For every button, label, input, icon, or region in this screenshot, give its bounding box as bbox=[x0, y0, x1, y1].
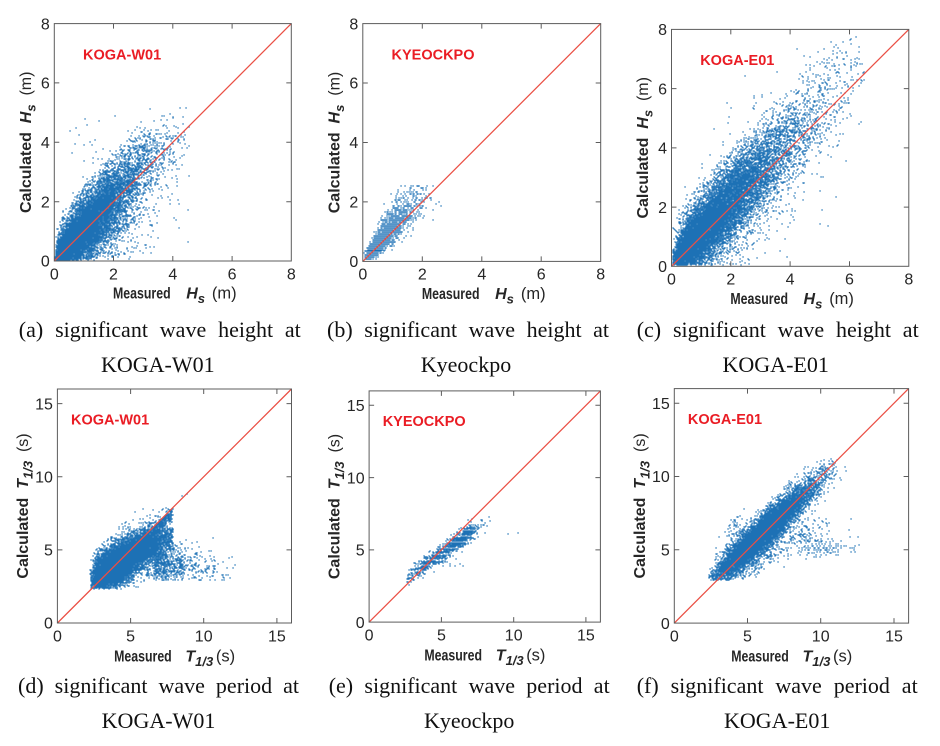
svg-text:0: 0 bbox=[661, 616, 670, 633]
svg-text:10: 10 bbox=[505, 627, 523, 644]
svg-text:0: 0 bbox=[349, 254, 358, 271]
svg-text:10: 10 bbox=[195, 628, 213, 645]
svg-text:0: 0 bbox=[356, 615, 365, 632]
svg-text:Measured: Measured bbox=[424, 647, 482, 665]
svg-text:KOGA-E01: KOGA-E01 bbox=[688, 412, 762, 428]
svg-text:6: 6 bbox=[658, 81, 667, 98]
svg-text:T1/3: T1/3 bbox=[496, 648, 525, 669]
svg-text:4: 4 bbox=[786, 272, 795, 289]
svg-text:8: 8 bbox=[596, 267, 605, 284]
svg-text:Measured: Measured bbox=[113, 285, 171, 303]
svg-text:(m): (m) bbox=[212, 285, 237, 303]
svg-text:Measured: Measured bbox=[731, 648, 789, 666]
svg-text:10: 10 bbox=[812, 628, 830, 645]
svg-text:6: 6 bbox=[845, 272, 854, 289]
svg-text:5: 5 bbox=[126, 628, 135, 645]
svg-text:0: 0 bbox=[667, 272, 676, 289]
svg-text:15: 15 bbox=[577, 627, 595, 644]
svg-text:6: 6 bbox=[537, 267, 546, 284]
svg-text:15: 15 bbox=[347, 398, 365, 415]
svg-text:0: 0 bbox=[670, 628, 679, 645]
svg-text:Measured: Measured bbox=[422, 286, 480, 304]
svg-text:(s): (s) bbox=[216, 648, 235, 666]
svg-text:(m): (m) bbox=[829, 290, 854, 308]
svg-text:Hs: Hs bbox=[804, 291, 823, 312]
svg-text:0: 0 bbox=[365, 627, 374, 644]
svg-text:KOGA-E01: KOGA-E01 bbox=[700, 53, 774, 69]
svg-text:2: 2 bbox=[41, 194, 50, 211]
svg-text:Measured: Measured bbox=[730, 290, 788, 308]
svg-text:Hs: Hs bbox=[495, 286, 514, 307]
svg-text:8: 8 bbox=[904, 272, 913, 289]
svg-text:5: 5 bbox=[437, 627, 446, 644]
svg-text:8: 8 bbox=[349, 16, 358, 33]
svg-text:Calculated T1/3 (s): Calculated T1/3 (s) bbox=[327, 434, 348, 579]
svg-text:5: 5 bbox=[356, 543, 365, 560]
svg-text:Calculated T1/3 (s): Calculated T1/3 (s) bbox=[15, 433, 36, 578]
svg-text:0: 0 bbox=[658, 259, 667, 276]
svg-text:Calculated Hs (m): Calculated Hs (m) bbox=[635, 77, 656, 218]
svg-text:(s): (s) bbox=[833, 648, 852, 666]
svg-text:4: 4 bbox=[349, 135, 358, 152]
svg-text:Hs: Hs bbox=[186, 286, 205, 307]
svg-text:2: 2 bbox=[349, 195, 358, 212]
svg-text:6: 6 bbox=[349, 76, 358, 93]
svg-text:KOGA-W01: KOGA-W01 bbox=[83, 47, 161, 63]
svg-text:8: 8 bbox=[287, 266, 296, 283]
svg-text:4: 4 bbox=[41, 135, 50, 152]
svg-text:T1/3: T1/3 bbox=[803, 649, 832, 670]
svg-text:0: 0 bbox=[44, 616, 53, 633]
svg-text:10: 10 bbox=[347, 470, 365, 487]
svg-text:2: 2 bbox=[658, 200, 667, 217]
svg-text:2: 2 bbox=[726, 272, 735, 289]
svg-text:0: 0 bbox=[41, 254, 50, 271]
svg-text:(m): (m) bbox=[521, 285, 546, 303]
svg-text:0: 0 bbox=[358, 267, 367, 284]
svg-text:15: 15 bbox=[885, 628, 903, 645]
svg-text:Calculated T1/3 (s): Calculated T1/3 (s) bbox=[632, 433, 653, 578]
svg-text:Measured: Measured bbox=[114, 648, 172, 666]
svg-text:KOGA-W01: KOGA-W01 bbox=[71, 412, 149, 428]
svg-text:15: 15 bbox=[652, 396, 670, 413]
svg-text:KYEOCKPO: KYEOCKPO bbox=[383, 414, 466, 430]
svg-text:5: 5 bbox=[44, 543, 53, 560]
svg-text:4: 4 bbox=[168, 266, 177, 283]
svg-text:15: 15 bbox=[268, 628, 286, 645]
svg-text:15: 15 bbox=[35, 396, 53, 413]
svg-text:0: 0 bbox=[53, 628, 62, 645]
svg-text:T1/3: T1/3 bbox=[185, 649, 214, 670]
svg-text:6: 6 bbox=[41, 76, 50, 93]
svg-text:6: 6 bbox=[228, 266, 237, 283]
svg-text:Calculated Hs (m): Calculated Hs (m) bbox=[327, 72, 348, 213]
svg-text:8: 8 bbox=[658, 22, 667, 39]
svg-text:10: 10 bbox=[35, 469, 53, 486]
svg-text:5: 5 bbox=[743, 628, 752, 645]
svg-text:(s): (s) bbox=[526, 647, 545, 665]
svg-text:Calculated Hs (m): Calculated Hs (m) bbox=[18, 72, 39, 213]
svg-text:0: 0 bbox=[50, 266, 59, 283]
svg-text:4: 4 bbox=[477, 267, 486, 284]
svg-text:8: 8 bbox=[41, 16, 50, 33]
svg-text:5: 5 bbox=[661, 543, 670, 560]
svg-text:10: 10 bbox=[652, 469, 670, 486]
svg-text:2: 2 bbox=[109, 266, 118, 283]
svg-text:KYEOCKPO: KYEOCKPO bbox=[392, 47, 475, 63]
svg-text:4: 4 bbox=[658, 141, 667, 158]
svg-text:2: 2 bbox=[418, 267, 427, 284]
